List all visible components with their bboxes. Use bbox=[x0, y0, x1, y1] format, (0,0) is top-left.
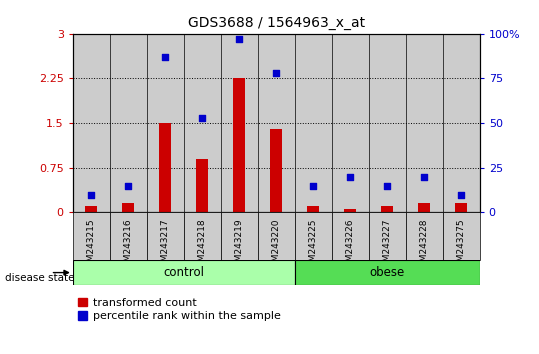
Bar bbox=[73, 260, 295, 285]
Bar bbox=[73, 34, 110, 212]
Bar bbox=[110, 212, 147, 260]
Bar bbox=[443, 34, 480, 212]
Bar bbox=[406, 212, 443, 260]
Point bbox=[420, 174, 429, 179]
Bar bbox=[258, 212, 295, 260]
Point bbox=[87, 192, 95, 198]
Text: control: control bbox=[163, 266, 204, 279]
Point bbox=[161, 54, 170, 60]
Text: obese: obese bbox=[370, 266, 405, 279]
Text: GSM243219: GSM243219 bbox=[235, 218, 244, 273]
Text: GSM243275: GSM243275 bbox=[457, 218, 466, 273]
Bar bbox=[122, 204, 134, 212]
Bar bbox=[233, 78, 245, 212]
Point bbox=[235, 36, 244, 42]
Bar bbox=[369, 34, 406, 212]
Text: GSM243227: GSM243227 bbox=[383, 218, 392, 273]
Text: GSM243225: GSM243225 bbox=[309, 218, 317, 273]
Bar bbox=[381, 206, 393, 212]
Point bbox=[124, 183, 133, 188]
Text: GSM243215: GSM243215 bbox=[87, 218, 96, 273]
Bar bbox=[443, 212, 480, 260]
Text: GSM243226: GSM243226 bbox=[345, 218, 355, 273]
Text: disease state: disease state bbox=[5, 273, 75, 283]
Bar bbox=[295, 260, 480, 285]
Bar bbox=[295, 34, 331, 212]
Bar bbox=[110, 34, 147, 212]
Point bbox=[309, 183, 317, 188]
Bar bbox=[147, 34, 184, 212]
Title: GDS3688 / 1564963_x_at: GDS3688 / 1564963_x_at bbox=[188, 16, 365, 30]
Bar bbox=[331, 212, 369, 260]
Bar bbox=[258, 34, 295, 212]
Bar bbox=[160, 123, 171, 212]
Text: GSM243220: GSM243220 bbox=[272, 218, 281, 273]
Bar bbox=[184, 34, 221, 212]
Point bbox=[346, 174, 355, 179]
Bar bbox=[221, 34, 258, 212]
Bar bbox=[271, 129, 282, 212]
Bar bbox=[307, 206, 319, 212]
Text: GSM243228: GSM243228 bbox=[420, 218, 429, 273]
Point bbox=[198, 115, 206, 120]
Bar bbox=[73, 212, 110, 260]
Point bbox=[457, 192, 466, 198]
Legend: transformed count, percentile rank within the sample: transformed count, percentile rank withi… bbox=[78, 298, 281, 321]
Point bbox=[272, 70, 281, 76]
Bar bbox=[455, 204, 467, 212]
Text: GSM243218: GSM243218 bbox=[198, 218, 207, 273]
Bar bbox=[147, 212, 184, 260]
Bar bbox=[369, 212, 406, 260]
Bar bbox=[331, 34, 369, 212]
Point bbox=[383, 183, 391, 188]
Bar bbox=[406, 34, 443, 212]
Bar bbox=[85, 206, 97, 212]
Bar bbox=[418, 204, 430, 212]
Text: GSM243216: GSM243216 bbox=[124, 218, 133, 273]
Bar bbox=[344, 210, 356, 212]
Bar bbox=[196, 159, 208, 212]
Bar bbox=[295, 212, 331, 260]
Text: GSM243217: GSM243217 bbox=[161, 218, 170, 273]
Bar bbox=[221, 212, 258, 260]
Bar bbox=[184, 212, 221, 260]
